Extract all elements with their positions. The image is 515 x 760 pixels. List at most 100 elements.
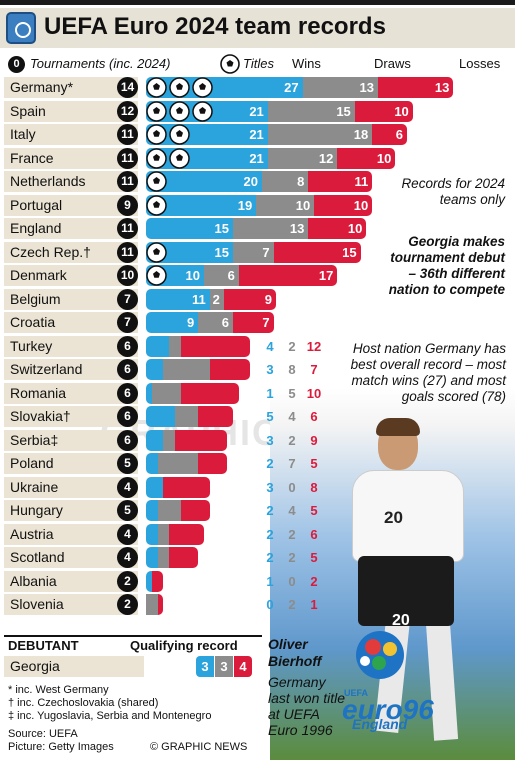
table-row: England 11 15 13 10 xyxy=(0,217,515,239)
wins-bar xyxy=(146,570,152,592)
title-football-icon xyxy=(192,100,213,122)
draws-bar: 6 xyxy=(204,265,239,286)
losses-value: 2 xyxy=(310,573,318,589)
draws-bar xyxy=(157,453,199,474)
table-row: France 11 21 12 10 xyxy=(0,147,515,169)
footnote-2: † inc. Czechoslovakia (shared) xyxy=(8,697,159,709)
draws-value: 8 xyxy=(288,362,296,377)
losses-value: 9 xyxy=(310,432,318,448)
wins-bar xyxy=(146,335,170,357)
debutant-rule xyxy=(4,635,262,637)
country-name: Portugal xyxy=(10,196,63,213)
country-name: Czech Rep.† xyxy=(10,243,91,260)
title-football-icon xyxy=(146,124,167,145)
draws-bar xyxy=(163,429,175,451)
tournaments-count: 2 xyxy=(117,570,138,592)
wins-value: 5 xyxy=(266,409,274,424)
table-row: Croatia 7 9 6 7 xyxy=(0,311,515,333)
losses-value: 5 xyxy=(310,550,318,565)
footnote-3: ‡ inc. Yugoslavia, Serbia and Montenegro xyxy=(8,710,212,722)
wins-bar xyxy=(146,359,164,380)
losses-bar xyxy=(198,453,228,474)
draws-bar: 2 xyxy=(209,288,224,310)
wins-value: 2 xyxy=(266,456,274,471)
draws-bar xyxy=(169,335,181,357)
draws-bar xyxy=(157,547,170,568)
table-row: Turkey 6 4 2 12 xyxy=(0,335,515,357)
tournaments-count: 10 xyxy=(117,265,138,286)
losses-bar xyxy=(180,382,239,404)
tournaments-count: 6 xyxy=(117,429,138,451)
losses-value: 8 xyxy=(310,479,318,495)
table-row: Germany* 14 27 13 13 xyxy=(0,76,515,98)
tournaments-count: 9 xyxy=(117,194,138,216)
note-records: Records for 2024 teams only xyxy=(401,176,505,207)
losses-bar xyxy=(175,429,228,451)
title-football-icon xyxy=(169,147,190,169)
tournaments-count: 7 xyxy=(117,312,138,333)
losses-bar: 13 xyxy=(378,77,454,98)
table-row: Spain 12 21 15 10 xyxy=(0,100,515,122)
draws-bar: 13 xyxy=(302,77,378,98)
tournaments-count: 6 xyxy=(117,382,138,404)
draws-bar: 15 xyxy=(267,100,355,122)
tournaments-count: 11 xyxy=(117,241,138,263)
losses-bar: 10 xyxy=(354,100,413,122)
tournaments-count: 2 xyxy=(117,594,138,615)
draws-bar: 7 xyxy=(233,241,274,263)
table-row: Netherlands 11 20 8 11 xyxy=(0,170,515,192)
losses-value: 10 xyxy=(306,385,322,401)
draws-bar xyxy=(163,359,210,380)
tournaments-heading: Tournaments (inc. 2024) xyxy=(30,56,171,71)
country-label-bg xyxy=(4,312,138,333)
tournaments-count: 11 xyxy=(117,171,138,192)
tournaments-count: 7 xyxy=(117,288,138,310)
qualifying-losses: 4 xyxy=(234,656,252,677)
losses-bar: 11 xyxy=(308,171,373,192)
source-line: Source: UEFA xyxy=(8,728,78,740)
country-label-bg xyxy=(4,523,138,545)
country-label-bg xyxy=(4,241,138,263)
debutant-name: Georgia xyxy=(10,658,60,674)
country-name: Poland xyxy=(10,455,54,471)
country-name: Denmark xyxy=(10,267,67,283)
country-name: Albania xyxy=(10,572,57,589)
country-name: Germany* xyxy=(10,79,74,95)
wins-bar: 19 xyxy=(146,194,257,216)
player-shorts xyxy=(358,556,454,626)
losses-value: 7 xyxy=(310,362,318,377)
title-football-icon xyxy=(169,77,190,98)
table-row: Belgium 7 11 2 9 xyxy=(0,288,515,310)
header-bar: UEFA Euro 2024 team records xyxy=(0,8,515,48)
wins-bar xyxy=(146,429,164,451)
note-host: Host nation Germany has best overall rec… xyxy=(350,341,506,404)
qualifying-draws: 3 xyxy=(215,656,233,677)
country-label-bg xyxy=(4,265,138,286)
wins-value: 1 xyxy=(266,385,274,401)
draws-heading: Draws xyxy=(374,56,411,71)
country-label-bg xyxy=(4,547,138,568)
england-wordmark: England xyxy=(352,716,408,732)
draws-value: 2 xyxy=(288,597,296,612)
country-label-bg xyxy=(4,359,138,380)
losses-value: 12 xyxy=(306,338,322,354)
wins-value: 1 xyxy=(266,573,274,589)
draws-bar: 8 xyxy=(262,171,309,192)
draws-value: 2 xyxy=(288,550,296,565)
draws-value: 2 xyxy=(288,432,296,448)
losses-value: 6 xyxy=(310,409,318,424)
country-label-bg xyxy=(4,100,138,122)
title-football-icon xyxy=(146,194,167,216)
tournaments-badge: 0 xyxy=(8,56,25,73)
wins-value: 2 xyxy=(266,526,274,542)
draws-bar xyxy=(151,382,181,404)
picture-credit: Picture: Getty Images xyxy=(8,741,114,753)
country-label-bg xyxy=(4,500,138,521)
country-name: Romania xyxy=(10,384,67,401)
draws-value: 2 xyxy=(288,526,296,542)
tournaments-count: 5 xyxy=(117,453,138,474)
country-label-bg xyxy=(4,382,138,404)
player-shirt xyxy=(352,470,464,562)
losses-bar xyxy=(157,594,164,615)
losses-bar: 10 xyxy=(337,147,396,169)
